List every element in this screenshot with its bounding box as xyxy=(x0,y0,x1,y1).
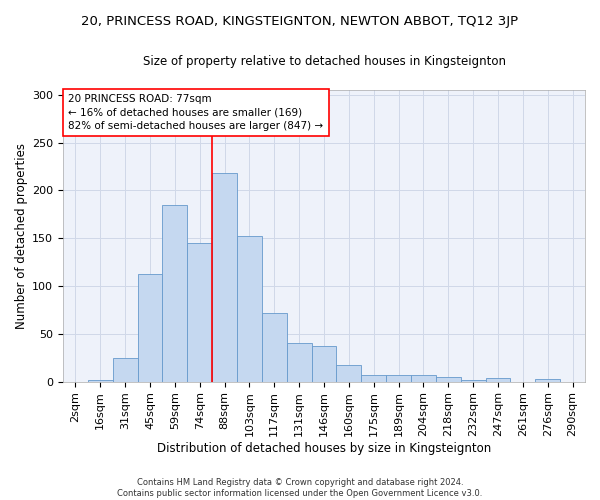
Y-axis label: Number of detached properties: Number of detached properties xyxy=(15,143,28,329)
Bar xyxy=(436,377,461,382)
Bar xyxy=(311,346,337,382)
Bar xyxy=(163,204,187,382)
Bar xyxy=(137,274,163,382)
Bar xyxy=(485,378,511,382)
Bar xyxy=(287,344,311,382)
Text: Contains HM Land Registry data © Crown copyright and database right 2024.
Contai: Contains HM Land Registry data © Crown c… xyxy=(118,478,482,498)
Bar xyxy=(337,366,361,382)
Bar xyxy=(535,378,560,382)
Bar xyxy=(262,313,287,382)
Title: Size of property relative to detached houses in Kingsteignton: Size of property relative to detached ho… xyxy=(143,55,506,68)
Bar xyxy=(88,380,113,382)
X-axis label: Distribution of detached houses by size in Kingsteignton: Distribution of detached houses by size … xyxy=(157,442,491,455)
Bar xyxy=(386,375,411,382)
Text: 20 PRINCESS ROAD: 77sqm
← 16% of detached houses are smaller (169)
82% of semi-d: 20 PRINCESS ROAD: 77sqm ← 16% of detache… xyxy=(68,94,323,131)
Text: 20, PRINCESS ROAD, KINGSTEIGNTON, NEWTON ABBOT, TQ12 3JP: 20, PRINCESS ROAD, KINGSTEIGNTON, NEWTON… xyxy=(82,15,518,28)
Bar xyxy=(461,380,485,382)
Bar xyxy=(113,358,137,382)
Bar xyxy=(212,173,237,382)
Bar xyxy=(411,375,436,382)
Bar xyxy=(361,375,386,382)
Bar xyxy=(187,243,212,382)
Bar xyxy=(237,236,262,382)
